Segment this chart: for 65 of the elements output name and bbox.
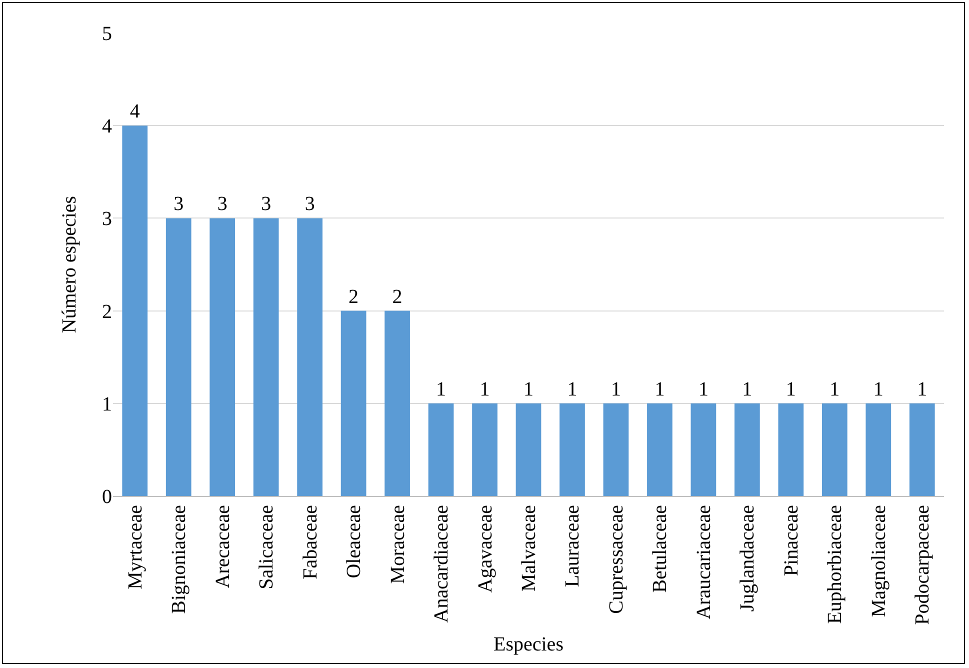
data-label: 1: [742, 378, 752, 400]
data-label: 1: [436, 378, 446, 400]
data-label: 1: [567, 378, 578, 400]
y-tick-label: 4: [102, 116, 112, 138]
y-axis-title: Número especies: [58, 196, 80, 334]
x-tick-label: Euphorbiaceae: [824, 504, 846, 624]
bar: [778, 403, 804, 496]
x-axis-title: Especies: [494, 633, 564, 656]
x-tick-label: Myrtaceae: [124, 504, 146, 590]
data-label: 3: [304, 193, 315, 216]
data-label: 1: [480, 378, 490, 400]
x-tick-label: Arecaceae: [212, 504, 234, 588]
data-label: 1: [873, 378, 884, 400]
bar: [253, 218, 279, 496]
x-tick-label: Lauraceae: [562, 504, 584, 588]
x-tick-label: Fabaceae: [299, 504, 322, 580]
data-label: 1: [917, 378, 928, 400]
bar: [909, 403, 935, 496]
bar: [122, 126, 148, 496]
data-label: 3: [174, 193, 184, 216]
bar: [690, 403, 716, 496]
bar: [734, 403, 760, 496]
x-tick-label: Malvaceae: [518, 504, 540, 592]
bar: [866, 403, 892, 496]
x-tick-label: Pinaceae: [780, 504, 802, 576]
bar: [516, 403, 542, 496]
data-label: 2: [392, 286, 402, 308]
y-tick-label: 2: [102, 300, 112, 323]
x-tick-label: Bignoniaceae: [168, 504, 190, 614]
bar: [428, 403, 454, 496]
x-tick-label: Anacardiaceae: [430, 504, 453, 623]
bar: [560, 403, 585, 496]
data-label: 2: [348, 286, 359, 308]
y-tick-label: 1: [102, 393, 112, 416]
data-label: 3: [261, 193, 272, 216]
x-tick-label: Betulaceae: [649, 504, 672, 593]
bar: [210, 218, 236, 496]
bar: [822, 403, 848, 496]
x-tick-label: Moraceae: [386, 504, 409, 584]
data-label: 1: [830, 378, 840, 400]
data-label: 1: [524, 378, 534, 400]
x-tick-label: Cupressaceae: [605, 504, 628, 614]
y-tick-label: 3: [102, 208, 112, 230]
bar: [472, 403, 498, 496]
bar: [166, 218, 192, 496]
x-tick-label: Podocarpaceae: [912, 504, 934, 625]
data-label: 1: [610, 378, 621, 400]
data-label: 3: [217, 193, 228, 216]
bar: [340, 310, 366, 496]
data-label: 1: [654, 378, 665, 400]
bar: [297, 218, 322, 496]
data-label: 1: [698, 378, 708, 400]
data-label: 1: [786, 378, 796, 400]
bar: [384, 310, 410, 496]
x-tick-label: Araucariaceae: [692, 504, 715, 620]
x-tick-label: Salicaceae: [256, 504, 278, 590]
y-tick-label: 5: [102, 23, 112, 45]
bar: [603, 403, 629, 496]
x-tick-label: Magnoliaceae: [868, 504, 890, 618]
y-tick-label: 0: [102, 486, 112, 508]
x-tick-label: Oleaceae: [343, 504, 366, 578]
x-tick-label: Agavaceae: [474, 504, 496, 593]
x-tick-label: Juglandaceae: [736, 504, 759, 612]
bar: [647, 403, 672, 496]
data-label: 4: [130, 100, 140, 123]
